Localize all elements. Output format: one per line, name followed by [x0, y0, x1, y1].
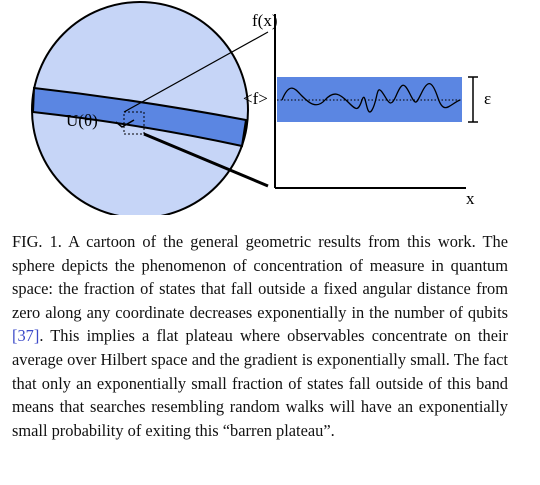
band	[31, 86, 248, 148]
zoom-line	[143, 132, 269, 188]
fx-label: f(x)	[252, 11, 277, 30]
caption-label: FIG. 1.	[12, 232, 62, 251]
caption-text: A cartoon of the general geometric resul…	[12, 232, 508, 322]
caption: FIG. 1. A cartoon of the general geometr…	[12, 230, 508, 442]
citation: [37]	[12, 326, 40, 346]
unitary-label: U(θ)	[66, 111, 98, 130]
figure: f(x) <f> ε x U(θ)	[31, 1, 491, 215]
function-curve	[281, 83, 461, 113]
caption-text: . This implies a flat plateau where obse…	[12, 326, 508, 440]
zoom-box	[123, 111, 145, 135]
state-arrow	[115, 119, 135, 128]
mean-label: <f>	[243, 89, 268, 108]
x-label: x	[466, 189, 475, 208]
epsilon-bracket	[468, 76, 478, 123]
epsilon-label: ε	[484, 89, 491, 108]
zoom-line	[123, 31, 269, 113]
